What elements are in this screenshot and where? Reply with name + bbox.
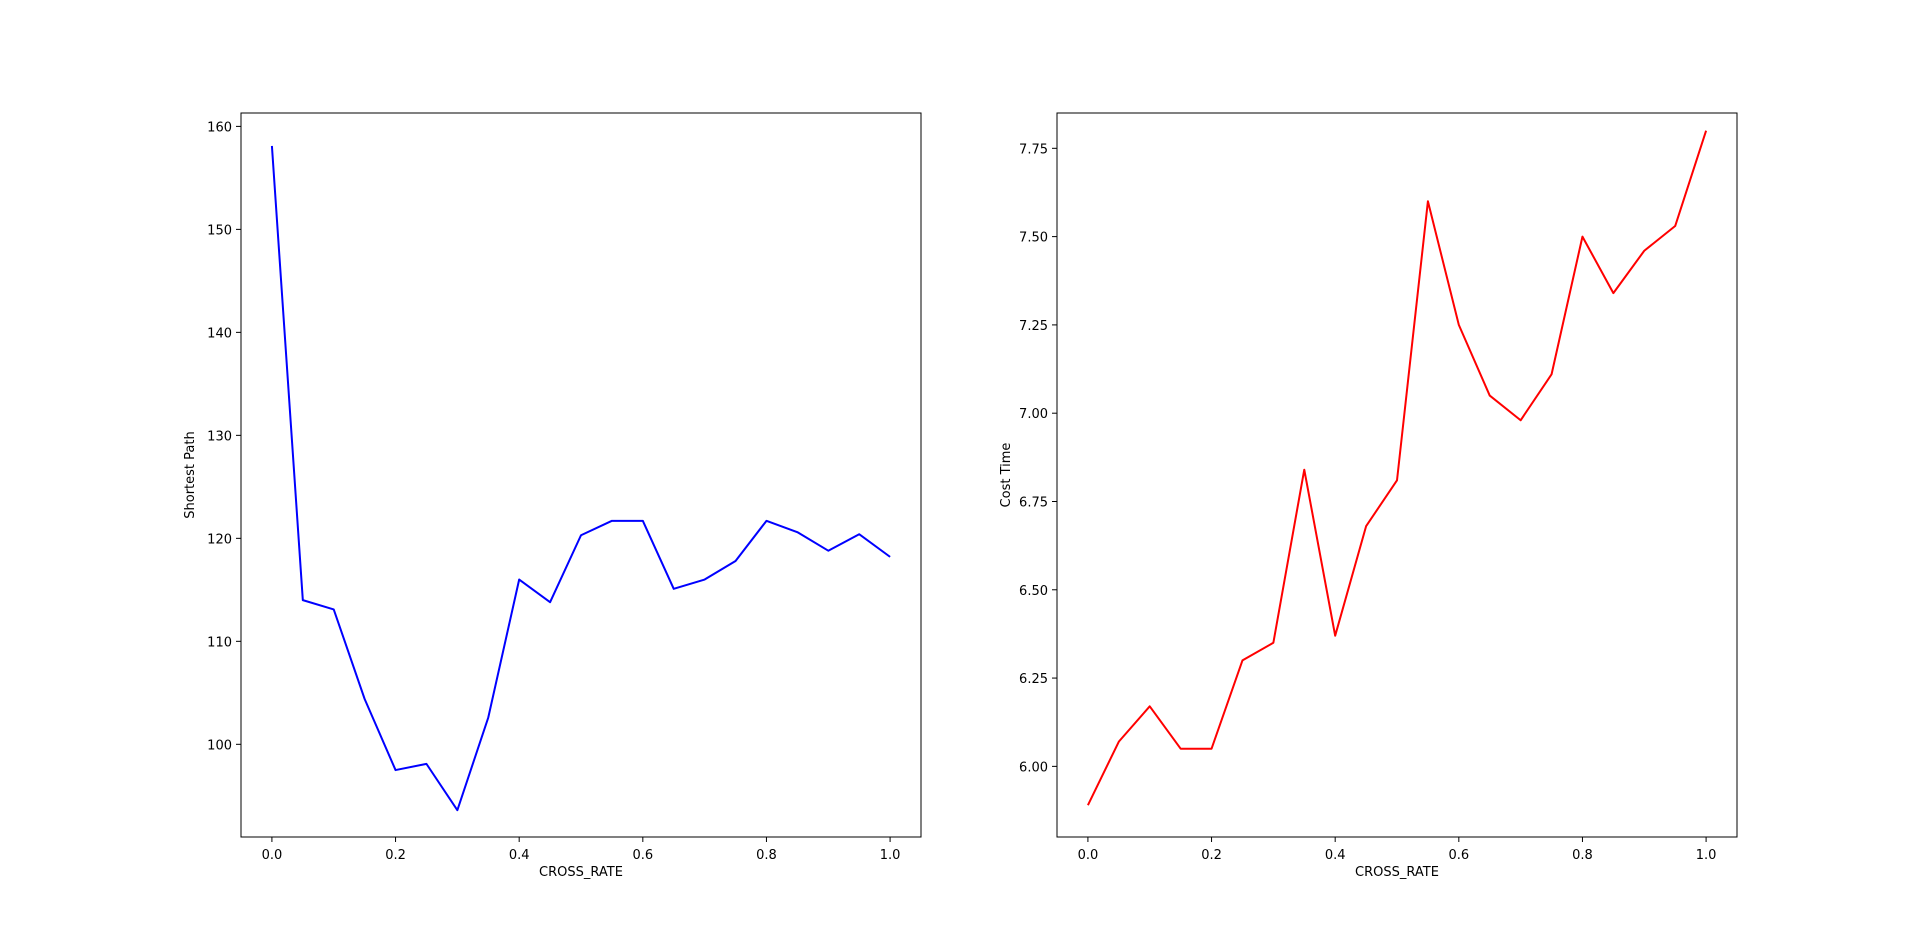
right-series-line (1087, 130, 1708, 806)
left-x-tick-label: 0.6 (632, 848, 653, 863)
left-x-tick-label: 1.0 (880, 848, 901, 863)
right-y-tick-label: 7.75 (1019, 142, 1048, 157)
right-x-axis-label: CROSS_RATE (1355, 865, 1439, 880)
left-series-line (270, 145, 891, 812)
left-y-tick-label: 120 (207, 532, 232, 547)
left-x-tick-label: 0.0 (262, 848, 283, 863)
right-y-tick-label: 6.50 (1019, 584, 1048, 599)
right-y-tick-label: 6.25 (1019, 672, 1048, 687)
left-y-tick-label: 160 (207, 120, 232, 135)
left-y-tick-label: 110 (207, 635, 232, 650)
left-x-tick-label: 0.2 (385, 848, 406, 863)
right-x-tick-label: 1.0 (1696, 848, 1717, 863)
right-subplot: 0.0 0.2 0.4 0.6 0.8 1.0 6.00 6.25 6.50 6.75 7.00 7.… (999, 112, 1738, 880)
right-y-axis-label: Cost Time (999, 443, 1014, 508)
left-x-tick-label: 0.4 (509, 848, 530, 863)
right-x-tick-label: 0.0 (1078, 848, 1099, 863)
right-x-tick-label: 0.2 (1201, 848, 1222, 863)
right-x-tick-label: 0.4 (1325, 848, 1346, 863)
left-y-tick-label: 100 (207, 738, 232, 753)
left-y-axis-label: Shortest Path (183, 431, 198, 518)
left-y-tick-label: 150 (207, 223, 232, 238)
right-y-tick-label: 7.50 (1019, 231, 1048, 246)
right-y-tick-label: 7.25 (1019, 319, 1048, 334)
left-x-tick-label: 0.8 (756, 848, 777, 863)
left-x-axis-label: CROSS_RATE (539, 865, 623, 880)
left-y-tick-label: 130 (207, 429, 232, 444)
left-subplot: 0.0 0.2 0.4 0.6 0.8 1.0 100 110 120 130 140 150 160 C… (183, 112, 922, 880)
right-y-tick-label: 6.75 (1019, 495, 1048, 510)
left-axes-frame (240, 112, 922, 838)
right-axes-frame (1056, 112, 1738, 838)
right-y-tick-label: 6.00 (1019, 760, 1048, 775)
left-y-tick-label: 140 (207, 326, 232, 341)
right-x-tick-label: 0.8 (1572, 848, 1593, 863)
right-y-tick-label: 7.00 (1019, 407, 1048, 422)
right-x-tick-label: 0.6 (1448, 848, 1469, 863)
